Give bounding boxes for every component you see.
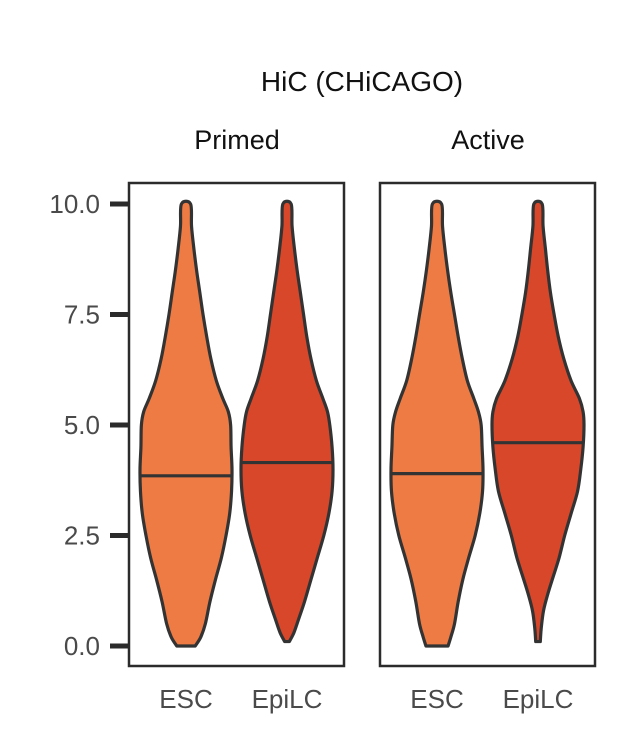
x-tick-label-active-epilc: EpiLC	[503, 684, 574, 714]
x-tick-label-primed-esc: ESC	[159, 684, 212, 714]
violin-primed-esc	[138, 199, 234, 648]
panel-active	[378, 181, 597, 668]
y-tick-label: 5.0	[64, 410, 100, 440]
y-tick-label: 0.0	[64, 631, 100, 661]
violin-primed-epilc	[239, 199, 335, 644]
violins	[138, 199, 586, 648]
facet-label-active: Active	[451, 125, 525, 155]
y-tick-label: 7.5	[64, 300, 100, 330]
violin-active-esc	[389, 199, 485, 648]
x-tick-label-active-esc: ESC	[410, 684, 463, 714]
y-axis: 0.0 2.5 5.0 7.5 10.0	[49, 189, 129, 661]
panel-primed	[127, 181, 346, 668]
y-tick-label: 10.0	[49, 189, 100, 219]
y-tick-label: 2.5	[64, 521, 100, 551]
chart-title: HiC (CHiCAGO)	[261, 66, 463, 97]
violin-active-epilc	[490, 199, 586, 644]
x-tick-label-primed-epilc: EpiLC	[252, 684, 323, 714]
facet-label-primed: Primed	[194, 125, 280, 155]
x-axis-labels: ESC EpiLC ESC EpiLC	[159, 684, 573, 714]
